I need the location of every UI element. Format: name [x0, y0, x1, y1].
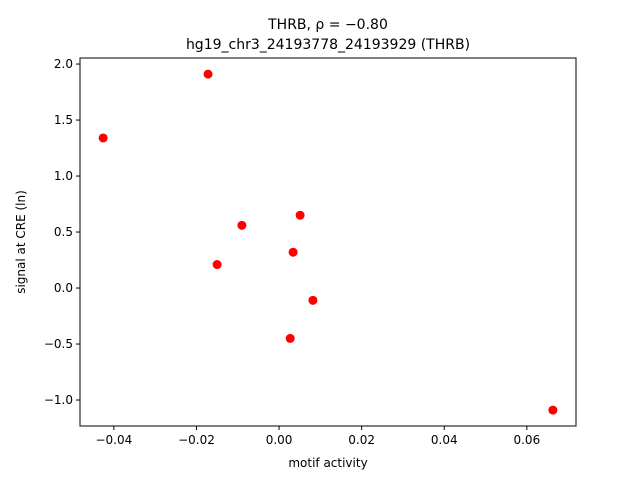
point — [203, 69, 213, 79]
point — [288, 247, 298, 257]
x-tick-label: 0.00 — [266, 433, 293, 447]
y-axis-label: signal at CRE (ln) — [14, 190, 28, 294]
point — [285, 333, 295, 343]
x-tick-label: −0.04 — [95, 433, 132, 447]
point — [308, 295, 318, 305]
x-tick-label: 0.04 — [431, 433, 458, 447]
y-tick-label: −0.5 — [44, 337, 73, 351]
x-tick-label: 0.06 — [513, 433, 540, 447]
x-tick-label: 0.02 — [348, 433, 375, 447]
y-tick-label: −1.0 — [44, 393, 73, 407]
chart-subtitle: hg19_chr3_24193778_24193929 (THRB) — [186, 37, 470, 53]
x-axis-label: motif activity — [288, 456, 367, 470]
x-tick-label: −0.02 — [178, 433, 215, 447]
y-tick-label: 1.5 — [54, 113, 73, 127]
plot-frame — [79, 57, 577, 427]
point — [548, 405, 558, 415]
chart-title: THRB, ρ = −0.80 — [267, 17, 388, 33]
y-tick-label: 2.0 — [54, 57, 73, 71]
y-tick-label: 1.0 — [54, 169, 73, 183]
point — [98, 133, 108, 143]
point — [237, 220, 247, 230]
point — [295, 210, 305, 220]
y-tick-label: 0.0 — [54, 281, 73, 295]
y-tick-label: 0.5 — [54, 225, 73, 239]
point — [212, 260, 222, 270]
